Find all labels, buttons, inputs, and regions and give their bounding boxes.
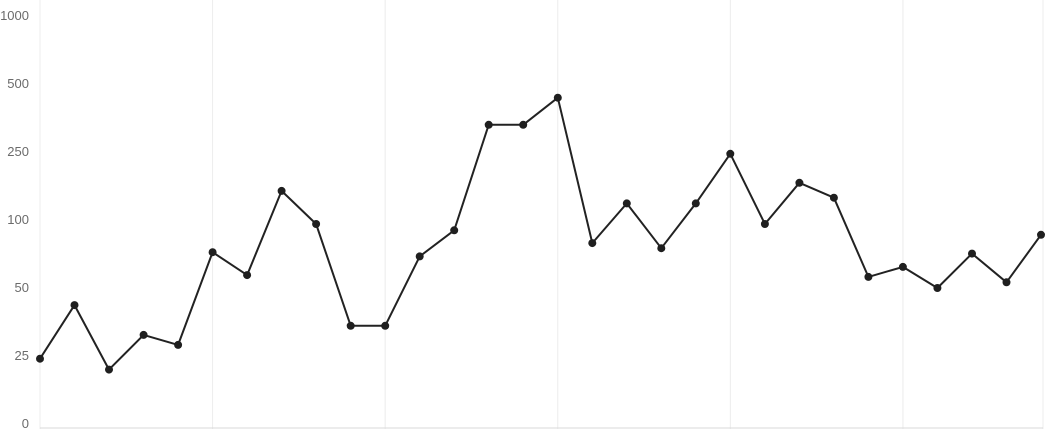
y-tick-label: 500 bbox=[7, 76, 29, 91]
data-point bbox=[174, 340, 183, 349]
data-point bbox=[933, 284, 942, 292]
y-tick-label: 0 bbox=[22, 416, 29, 429]
data-point bbox=[415, 252, 424, 261]
data-point bbox=[346, 321, 355, 330]
y-tick-labels: 0 25 50 100 250 500 1000 bbox=[0, 8, 29, 429]
data-point bbox=[760, 220, 769, 228]
data-point bbox=[450, 226, 459, 235]
y-tick-label: 250 bbox=[7, 144, 29, 159]
series-layer bbox=[36, 93, 1045, 374]
y-tick-label: 100 bbox=[7, 212, 29, 227]
data-point bbox=[968, 249, 976, 258]
data-point bbox=[588, 239, 597, 248]
data-point bbox=[139, 330, 148, 339]
data-point bbox=[243, 271, 252, 280]
data-point bbox=[622, 199, 631, 208]
data-point bbox=[484, 120, 493, 129]
y-tick-label: 25 bbox=[15, 348, 29, 363]
data-point bbox=[519, 120, 528, 129]
data-point bbox=[208, 248, 217, 257]
y-tick-label: 50 bbox=[15, 280, 29, 295]
data-point bbox=[277, 186, 286, 195]
data-point bbox=[898, 262, 907, 271]
data-point bbox=[36, 354, 44, 363]
grid-layer bbox=[39, 0, 1044, 429]
data-point bbox=[795, 178, 804, 187]
data-point bbox=[553, 93, 562, 102]
data-point bbox=[381, 321, 390, 330]
data-point bbox=[726, 149, 735, 158]
data-point bbox=[105, 365, 113, 374]
data-point bbox=[691, 199, 700, 208]
data-point bbox=[1037, 230, 1045, 239]
data-point bbox=[829, 193, 838, 202]
data-point bbox=[312, 220, 321, 228]
data-point bbox=[70, 301, 79, 310]
data-point bbox=[864, 272, 873, 281]
data-point bbox=[657, 244, 666, 253]
series-line bbox=[39, 96, 1042, 371]
data-point bbox=[1002, 278, 1011, 287]
y-tick-label: 1000 bbox=[0, 8, 29, 23]
